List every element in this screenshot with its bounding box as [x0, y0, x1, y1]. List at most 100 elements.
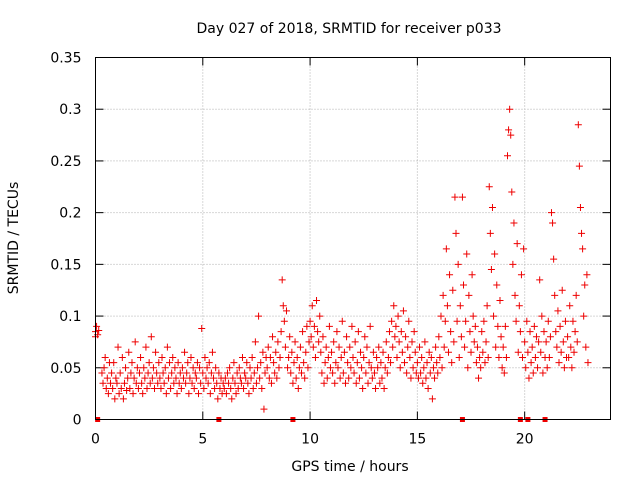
data-point: [383, 369, 391, 377]
data-point: [417, 369, 425, 377]
data-point: [530, 322, 538, 330]
data-point: [352, 379, 360, 387]
data-point: [126, 384, 134, 392]
data-point: [99, 379, 107, 387]
data-point: [555, 359, 563, 367]
data-point: [527, 359, 535, 367]
data-point: [540, 328, 548, 336]
data-point: [272, 348, 280, 356]
data-point: [444, 348, 452, 356]
data-point: [304, 364, 312, 372]
data-point: [566, 302, 574, 310]
data-point: [193, 359, 201, 367]
data-point: [233, 369, 241, 377]
data-point: [344, 359, 352, 367]
data-point: [460, 281, 468, 289]
data-point: [228, 395, 236, 403]
data-point: [157, 384, 165, 392]
data-point: [117, 384, 125, 392]
data-point: [410, 328, 418, 336]
data-point: [479, 348, 487, 356]
data-point: [226, 364, 234, 372]
data-point: [348, 322, 356, 330]
data-point: [184, 359, 192, 367]
data-point: [407, 374, 415, 382]
data-point: [340, 348, 348, 356]
data-point: [213, 379, 221, 387]
data-point: [190, 384, 198, 392]
data-point: [451, 193, 459, 201]
data-point: [255, 312, 263, 320]
data-point: [155, 359, 163, 367]
data-point: [478, 328, 486, 336]
data-point: [122, 364, 130, 372]
data-point: [280, 317, 288, 325]
y-tick-label: 0.1: [59, 309, 81, 325]
data-point: [138, 379, 146, 387]
data-point: [422, 374, 430, 382]
data-point: [419, 379, 427, 387]
data-point: [323, 374, 331, 382]
data-point: [543, 364, 551, 372]
data-point: [244, 379, 252, 387]
data-point: [365, 359, 373, 367]
data-point: [484, 353, 492, 361]
data-point: [578, 229, 586, 237]
data-point: [214, 395, 222, 403]
data-point: [509, 260, 517, 268]
data-point: [358, 364, 366, 372]
data-point: [559, 338, 567, 346]
data-point: [183, 369, 191, 377]
data-point: [202, 374, 210, 382]
data-point: [449, 286, 457, 294]
data-point: [364, 379, 372, 387]
data-point: [275, 364, 283, 372]
data-point: [223, 369, 231, 377]
data-point: [447, 328, 455, 336]
data-point: [225, 379, 233, 387]
data-point: [416, 343, 424, 351]
data-point: [341, 379, 349, 387]
data-point: [485, 183, 493, 191]
data-point: [418, 353, 426, 361]
data-point: [271, 369, 279, 377]
data-point: [471, 322, 479, 330]
data-point: [316, 312, 324, 320]
data-point: [528, 343, 536, 351]
data-point: [257, 359, 265, 367]
data-point: [320, 379, 328, 387]
data-point: [421, 338, 429, 346]
data-point: [557, 348, 565, 356]
data-point: [434, 369, 442, 377]
data-point: [308, 302, 316, 310]
data-point: [282, 307, 290, 315]
data-point: [203, 364, 211, 372]
data-point: [398, 348, 406, 356]
data-point: [554, 307, 562, 315]
data-point: [367, 364, 375, 372]
data-point: [314, 328, 322, 336]
data-point: [151, 384, 159, 392]
data-point: [171, 364, 179, 372]
data-point: [504, 152, 511, 160]
data-point: [537, 348, 545, 356]
data-point: [529, 369, 537, 377]
data-point: [427, 353, 435, 361]
data-point: [517, 271, 525, 279]
data-point: [524, 348, 532, 356]
data-point: [403, 369, 411, 377]
data-point: [346, 343, 354, 351]
data-point: [470, 338, 478, 346]
data-point: [498, 364, 506, 372]
data-point: [442, 245, 450, 253]
data-point: [443, 302, 451, 310]
data-point: [511, 291, 519, 299]
data-point: [481, 359, 489, 367]
data-point: [264, 343, 272, 351]
data-point: [362, 369, 370, 377]
data-point: [289, 379, 297, 387]
data-point: [496, 297, 504, 305]
data-point: [429, 364, 437, 372]
grid-lines: [95, 57, 611, 420]
data-point: [296, 343, 304, 351]
